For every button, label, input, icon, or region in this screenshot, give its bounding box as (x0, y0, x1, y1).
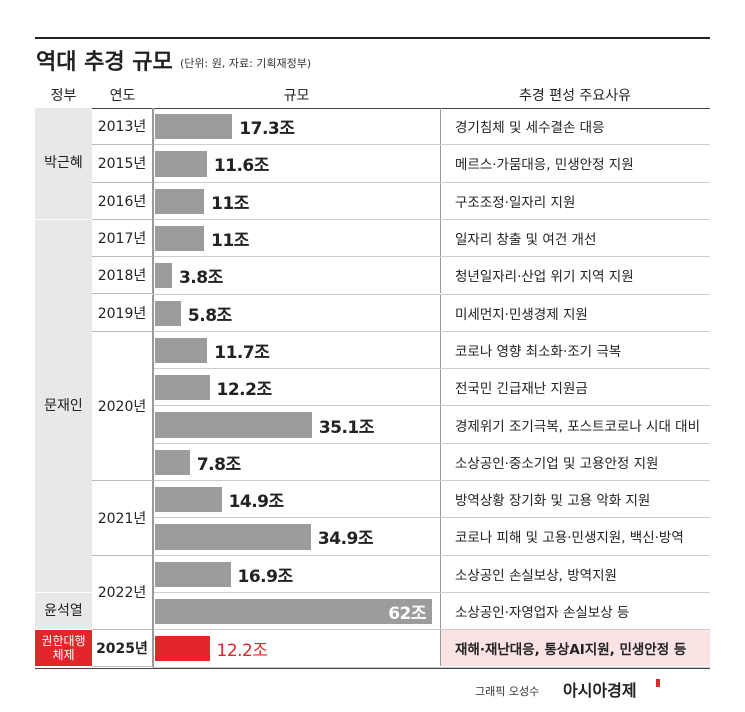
value-label: 62조 (388, 604, 426, 625)
reason-cell: 코로나 피해 및 고용·민생지원, 백신·방역 (440, 518, 710, 555)
year-cell: 2013년 (92, 108, 153, 146)
column-header: 정부 (50, 88, 77, 104)
row-line (153, 181, 710, 183)
year-cell: 2019년 (92, 294, 153, 332)
reason-cell: 방역상황 장기화 및 고용 악화 지원 (440, 481, 710, 518)
credit-author: 그래픽 오성수 (475, 685, 540, 698)
value-label: 7.8조 (196, 454, 241, 475)
top-rule (35, 37, 710, 39)
value-label: 5.8조 (187, 305, 232, 326)
row-line (153, 368, 710, 370)
row-line (153, 256, 710, 258)
bar (155, 561, 231, 587)
bar (155, 412, 312, 438)
value-label: 3.8조 (178, 268, 223, 289)
bar (155, 449, 190, 475)
row-line (153, 293, 710, 295)
value-label: 11.7조 (214, 342, 270, 363)
value-label: 11.6조 (213, 156, 270, 177)
bar (155, 375, 210, 401)
column-header: 규모 (283, 88, 310, 104)
reason-cell: 소상공인·중소기업 및 고용안정 지원 (440, 443, 710, 480)
bar (155, 263, 172, 289)
government-cell: 권한대행 체제 (35, 630, 92, 668)
year-cell: 2016년 (92, 182, 153, 220)
year-cell: 2022년 (92, 555, 153, 631)
reason-cell: 코로나 영향 최소화·조기 극복 (440, 331, 710, 369)
row-line (153, 442, 710, 444)
bar (155, 300, 181, 326)
value-label: 12.2조 (216, 641, 269, 662)
bar (155, 151, 207, 177)
row-line (153, 554, 710, 556)
bar (155, 598, 432, 625)
value-label: 11조 (211, 231, 249, 252)
title: 역대 추경 규모 (36, 50, 173, 75)
reason-cell: 재해·재난대응, 통상AI지원, 민생안정 등 (440, 630, 710, 667)
row-line (153, 517, 710, 519)
value-label: 16.9조 (237, 566, 294, 587)
column-header: 연도 (109, 88, 136, 104)
year-cell: 2017년 (92, 219, 153, 258)
reason-cell: 메르스·가뭄대응, 민생안정 지원 (440, 145, 710, 182)
bar (155, 225, 205, 252)
row-line (153, 144, 710, 146)
reason-cell: 전국민 긴급재난 지원금 (440, 369, 710, 406)
row-line (153, 480, 710, 481)
column-header: 추경 편성 주요사유 (519, 88, 631, 104)
bar (155, 524, 311, 550)
row-line (153, 629, 710, 631)
row-line (153, 330, 710, 332)
reason-cell: 소상공인 손실보상, 방역지원 (440, 555, 710, 592)
value-label: 34.9조 (317, 529, 374, 550)
brand-mark (656, 679, 660, 687)
bar (155, 188, 205, 214)
bar-axis (153, 108, 154, 668)
reason-cell: 청년일자리·산업 위기 지역 지원 (440, 257, 710, 294)
reason-cell: 미세먼지·민생경제 지원 (440, 294, 710, 331)
value-label: 17.3조 (239, 119, 295, 140)
year-cell: 2018년 (92, 257, 153, 295)
row-line (153, 405, 710, 407)
reason-cell: 일자리 창출 및 여건 개선 (440, 219, 710, 257)
bar (155, 487, 222, 513)
reason-cell: 경제위기 조기극복, 포스트코로나 시대 대비 (440, 406, 710, 443)
year-cell: 2025년 (92, 630, 153, 668)
year-cell: 2021년 (92, 481, 153, 556)
year-cell: 2015년 (92, 145, 153, 183)
row-line (153, 591, 710, 593)
reason-cell: 경기침체 및 세수결손 대응 (440, 108, 710, 145)
value-label: 11조 (211, 193, 249, 214)
reason-cell: 소상공인·자영업자 손실보상 등 (440, 592, 710, 630)
bar (155, 114, 233, 140)
value-label: 14.9조 (228, 492, 285, 513)
bar (155, 337, 208, 364)
reason-cell: 구조조정·일자리 지원 (440, 182, 710, 219)
unit-note: (단위: 원, 자료: 기획재정부) (180, 57, 312, 70)
government-cell: 문재인 (35, 219, 92, 593)
bar (155, 636, 210, 662)
value-label: 12.2조 (216, 380, 273, 401)
bottom-rule (35, 667, 710, 669)
value-label: 35.1조 (318, 417, 375, 438)
row-line (153, 666, 710, 668)
credit-brand: 아시아경제 (563, 681, 637, 700)
government-cell: 박근혜 (35, 108, 92, 220)
header-rule (35, 108, 710, 109)
year-cell: 2020년 (92, 331, 153, 481)
row-line (153, 218, 710, 220)
government-cell: 윤석열 (35, 592, 92, 631)
